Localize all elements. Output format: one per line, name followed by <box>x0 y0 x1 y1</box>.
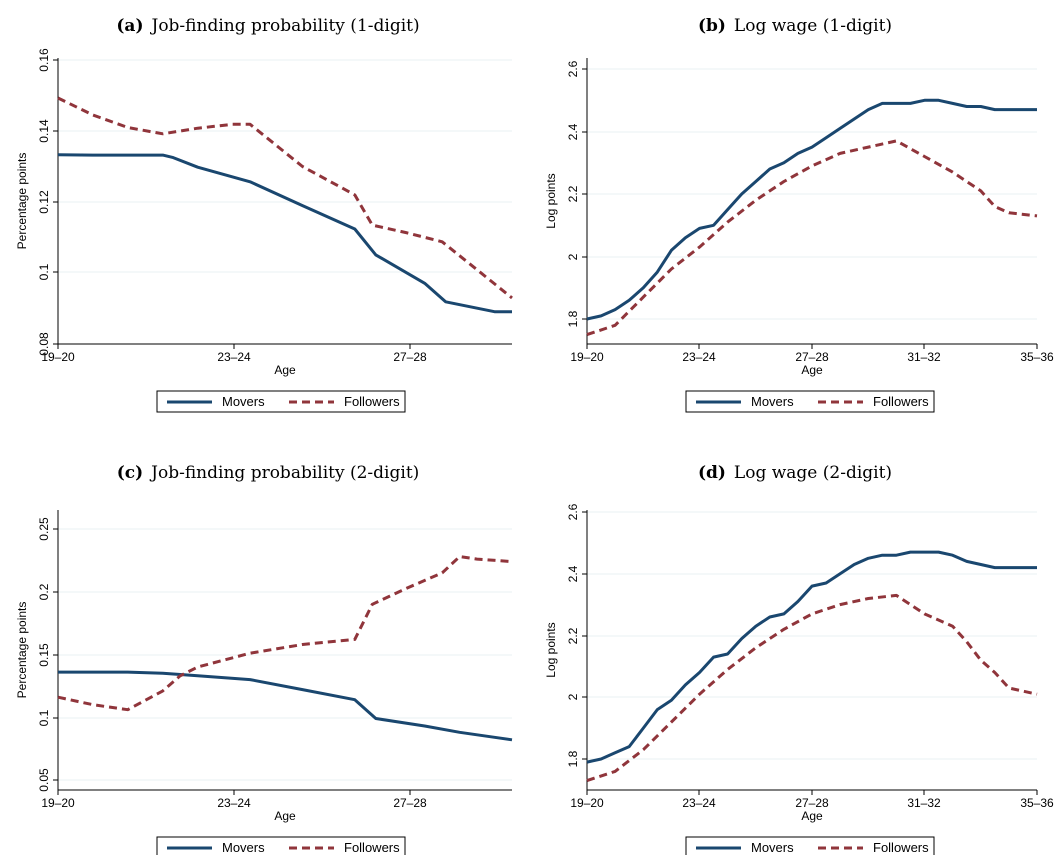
x-axis-label: Age <box>801 363 823 377</box>
x-tick-label: 19–20 <box>570 350 604 364</box>
x-axis-label: Age <box>274 363 296 377</box>
legend: Movers Followers <box>685 836 935 855</box>
y-tick-label: 2 <box>566 253 580 260</box>
y-tick-label: 2.4 <box>566 123 580 140</box>
chart-panel-a: (a) Job-finding probability (1-digit) 0.08… <box>15 16 513 413</box>
legend-label-movers: Movers <box>751 840 794 855</box>
x-tick-label: 27–28 <box>795 350 829 364</box>
panel-title-text: Log wage (2-digit) <box>734 463 892 483</box>
x-tick-label: 35–36 <box>1020 350 1054 364</box>
y-tick-label: 2.2 <box>566 627 580 644</box>
legend: Movers Followers <box>685 390 935 413</box>
legend-box <box>685 836 935 855</box>
series-line-followers <box>57 96 513 300</box>
panel-letter: (d) <box>698 463 726 483</box>
panel-letter: (c) <box>117 463 143 483</box>
y-tick-label: 2.6 <box>566 503 580 520</box>
x-tick-label: 19–20 <box>41 796 75 810</box>
series-line-followers <box>586 593 1038 783</box>
legend-box <box>156 836 406 855</box>
x-tick-label: 31–32 <box>907 796 941 810</box>
x-tick-label: 23–24 <box>682 796 716 810</box>
y-tick-label: 2 <box>566 693 580 700</box>
series-line-movers <box>57 153 512 314</box>
legend-label-movers: Movers <box>222 840 265 855</box>
series-line-movers <box>586 550 1037 764</box>
legend-label-followers: Followers <box>873 394 929 409</box>
chart-panel-b: (b) Log wage (1-digit) 1.8 2 2.2 2.4 2.6 19–20 2… <box>544 16 1054 413</box>
y-tick-label: 0.05 <box>37 768 51 792</box>
y-tick-label: 1.8 <box>566 310 580 327</box>
panel-letter: (a) <box>116 16 143 36</box>
legend-label-followers: Followers <box>873 840 929 855</box>
chart-panel-d: (d) Log wage (2-digit) 1.8 2 2.2 2.4 2.6 19–20 2… <box>544 463 1054 855</box>
y-tick-label: 1.8 <box>566 750 580 767</box>
y-tick-label: 0.25 <box>37 517 51 541</box>
y-tick-label: 0.15 <box>37 643 51 667</box>
legend-label-movers: Movers <box>751 394 794 409</box>
x-tick-label: 23–24 <box>217 350 251 364</box>
y-tick-label: 0.1 <box>37 263 51 280</box>
legend-box <box>156 390 406 413</box>
panel-title: (c) Job-finding probability (2-digit) <box>117 463 420 483</box>
panel-title-text: Job-finding probability (2-digit) <box>149 463 419 483</box>
series-line-movers <box>586 98 1037 321</box>
y-axis-label: Percentage points <box>15 153 29 250</box>
legend-box <box>685 390 935 413</box>
y-tick-label: 0.2 <box>37 583 51 600</box>
chart-panel-c: (c) Job-finding probability (2-digit) 0.05… <box>15 463 513 855</box>
panel-title: (b) Log wage (1-digit) <box>698 16 892 36</box>
x-tick-label: 35–36 <box>1020 796 1054 810</box>
x-tick-label: 27–28 <box>393 350 427 364</box>
x-tick-label: 19–20 <box>570 796 604 810</box>
legend-label-movers: Movers <box>222 394 265 409</box>
panel-title-text: Job-finding probability (1-digit) <box>150 16 420 36</box>
series-line-followers <box>57 555 513 712</box>
y-axis-label: Percentage points <box>15 602 29 699</box>
y-tick-label: 0.08 <box>37 332 51 356</box>
y-tick-label: 0.12 <box>37 190 51 214</box>
y-tick-label: 0.1 <box>37 709 51 726</box>
legend-label-followers: Followers <box>344 394 400 409</box>
x-tick-label: 23–24 <box>217 796 251 810</box>
series-line-followers <box>586 139 1038 337</box>
y-tick-label: 2.4 <box>566 565 580 582</box>
panel-letter: (b) <box>698 16 726 36</box>
x-tick-label: 19–20 <box>41 350 75 364</box>
panel-title-text: Log wage (1-digit) <box>734 16 892 36</box>
panel-title: (d) Log wage (2-digit) <box>698 463 892 483</box>
y-tick-label: 0.16 <box>37 48 51 72</box>
panel-title: (a) Job-finding probability (1-digit) <box>116 16 419 36</box>
y-axis-label: Log points <box>544 173 558 228</box>
y-tick-label: 0.14 <box>37 119 51 143</box>
legend-label-followers: Followers <box>344 840 400 855</box>
x-tick-label: 31–32 <box>907 350 941 364</box>
series-line-movers <box>58 670 513 742</box>
y-tick-label: 2.6 <box>566 60 580 77</box>
x-tick-label: 23–24 <box>682 350 716 364</box>
legend: Movers Followers <box>156 836 406 855</box>
y-axis-label: Log points <box>544 622 558 677</box>
x-axis-label: Age <box>274 809 296 823</box>
legend: Movers Followers <box>156 390 406 413</box>
x-tick-label: 27–28 <box>393 796 427 810</box>
y-tick-label: 2.2 <box>566 185 580 202</box>
x-axis-label: Age <box>801 809 823 823</box>
x-tick-label: 27–28 <box>795 796 829 810</box>
